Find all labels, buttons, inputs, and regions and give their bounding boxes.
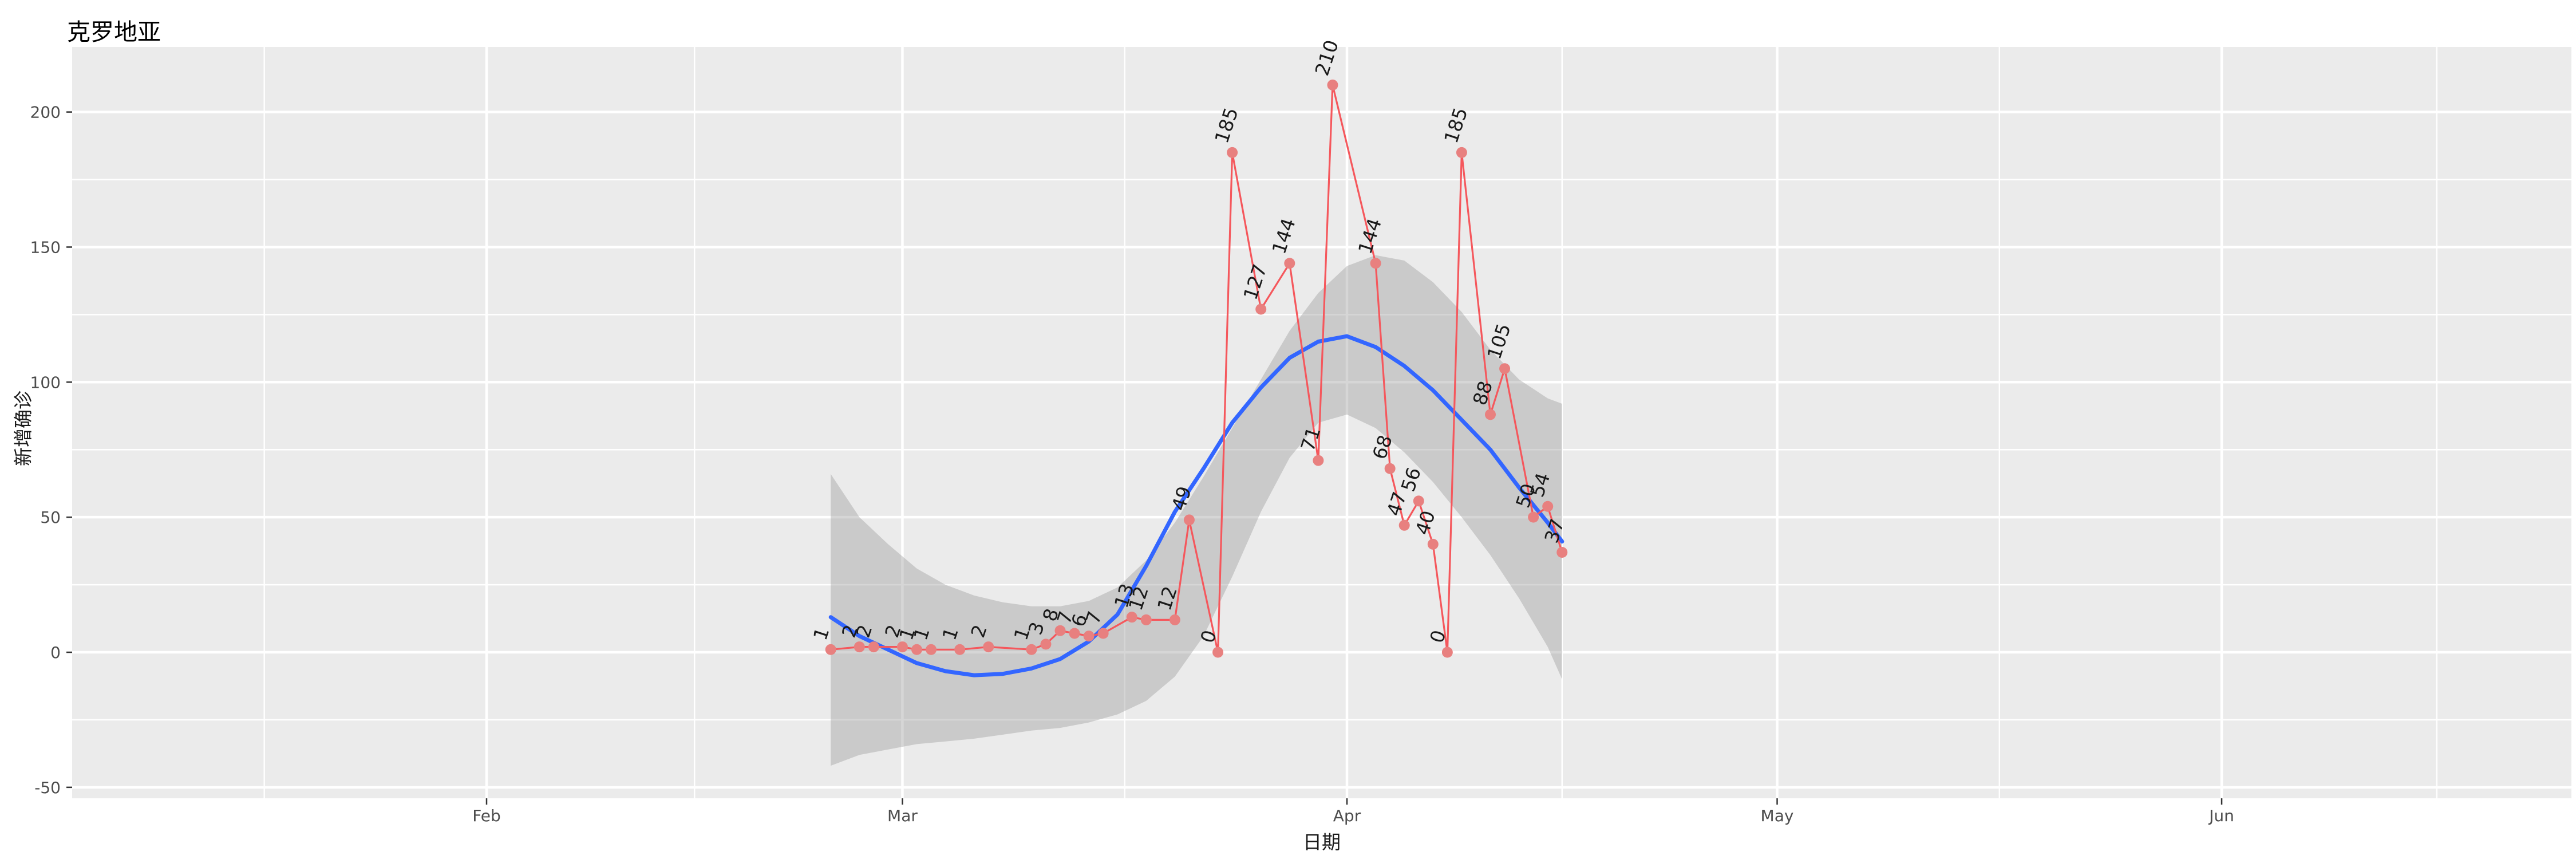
data-point (854, 641, 865, 653)
data-point (1398, 519, 1410, 531)
y-tick-label: 50 (40, 508, 61, 527)
data-point (1542, 501, 1554, 512)
x-tick-label: Apr (1333, 806, 1361, 825)
y-tick-label: 100 (30, 373, 61, 392)
data-point (1069, 628, 1080, 639)
data-point (1370, 258, 1381, 269)
data-point (1026, 644, 1037, 655)
data-point (825, 644, 836, 655)
data-point (1083, 631, 1095, 642)
x-tick-label: Mar (887, 806, 918, 825)
x-axis-title: 日期 (1303, 831, 1341, 853)
confidence-band (831, 255, 1562, 766)
data-point (868, 641, 879, 653)
data-point (1427, 538, 1439, 550)
data-point (1212, 647, 1224, 658)
data-point (1327, 79, 1338, 90)
data-point (983, 641, 994, 653)
data-point (1040, 639, 1052, 650)
x-tick-label: Jun (2208, 806, 2234, 825)
data-point (1485, 409, 1496, 420)
data-point (1441, 647, 1453, 658)
smooth-line (828, 334, 1564, 677)
data-point (911, 644, 922, 655)
data-point (1556, 546, 1568, 558)
chart-title: 克罗地亚 (67, 18, 161, 46)
data-point (1054, 625, 1066, 636)
data-point (1313, 455, 1324, 466)
data-point (954, 644, 966, 655)
x-tick-label: May (1761, 806, 1794, 825)
data-point (1140, 614, 1152, 625)
data-point (1413, 495, 1424, 507)
data-point (1097, 628, 1109, 639)
data-point (1169, 614, 1180, 625)
x-tick-label: Feb (472, 806, 501, 825)
y-tick-label: 0 (50, 643, 61, 662)
data-point (1284, 258, 1295, 269)
data-point (1456, 147, 1467, 158)
y-tick-label: 200 (30, 103, 61, 122)
y-tick-label: -50 (34, 778, 61, 797)
data-point (896, 641, 908, 653)
data-point (926, 644, 937, 655)
plot-panel (72, 47, 2571, 798)
data-point (1499, 363, 1511, 375)
data-point (1384, 463, 1396, 474)
data-point (1528, 511, 1539, 523)
data-point (1126, 612, 1137, 623)
data-point (1255, 304, 1267, 315)
data-point (1183, 514, 1195, 526)
y-tick-label: 150 (30, 238, 61, 257)
data-point (1227, 147, 1238, 158)
